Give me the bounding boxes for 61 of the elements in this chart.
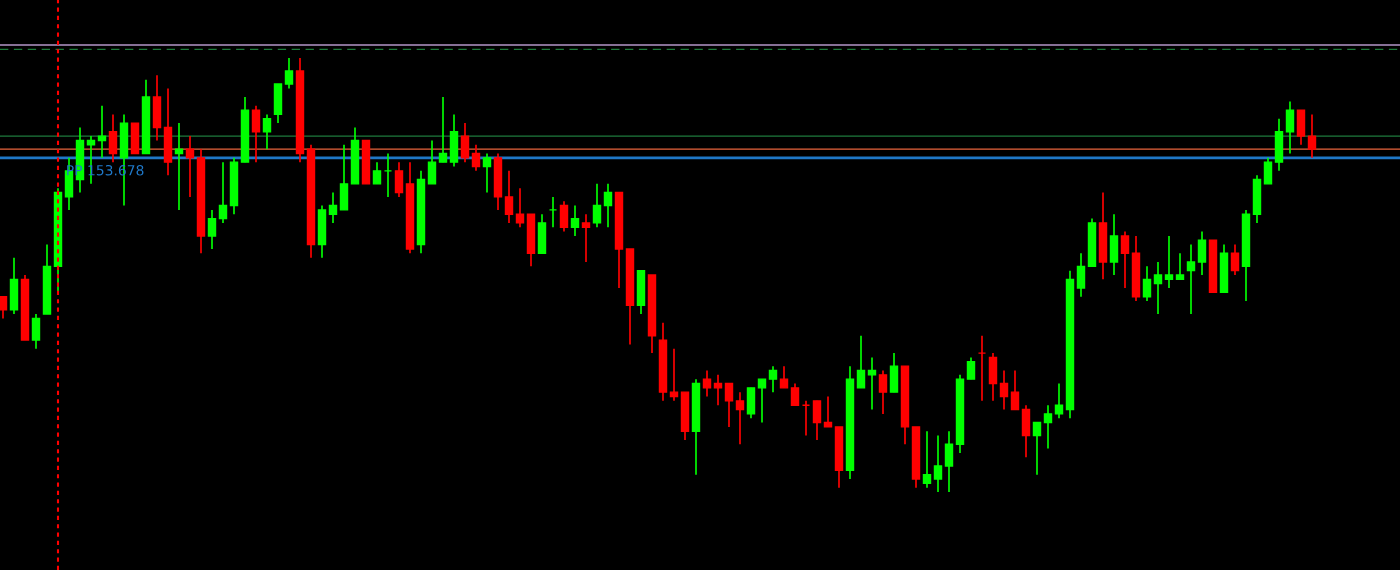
candlestick	[207, 209, 217, 250]
candlestick	[570, 204, 580, 237]
candlestick	[31, 313, 41, 350]
candlestick	[999, 369, 1009, 411]
candlestick	[856, 334, 866, 389]
candlestick	[251, 104, 261, 163]
candlestick	[933, 434, 943, 493]
candlestick	[1197, 230, 1207, 276]
candlestick	[427, 139, 437, 185]
candlestick	[1175, 252, 1185, 281]
candlestick	[603, 183, 613, 229]
candlestick	[592, 183, 602, 229]
candlestick	[1032, 421, 1042, 476]
candlestick	[1153, 261, 1163, 315]
candlestick	[790, 382, 800, 407]
candlestick	[1307, 113, 1317, 159]
candlestick	[768, 365, 778, 394]
candlestick	[559, 200, 569, 233]
candlestick	[735, 391, 745, 446]
candlestick	[482, 152, 492, 194]
candlestick	[471, 143, 481, 172]
candlestick	[174, 122, 184, 211]
candlestick	[108, 113, 118, 163]
candlestick	[97, 104, 107, 159]
candlestick	[1142, 265, 1152, 302]
candlestick	[713, 373, 723, 407]
candlestick	[1285, 100, 1295, 155]
candlestick	[757, 378, 767, 424]
candlestick	[669, 347, 679, 402]
candlestick	[218, 161, 228, 224]
candlestick	[460, 122, 470, 163]
candlestick	[1076, 252, 1086, 298]
candlestick	[1043, 404, 1053, 450]
candlestick	[779, 365, 789, 389]
candlestick	[812, 400, 822, 441]
candlestick	[702, 369, 712, 398]
candlestick	[1164, 235, 1174, 289]
candlestick	[185, 135, 195, 198]
candlestick	[438, 96, 448, 163]
candlestick	[1263, 156, 1273, 185]
candlestick	[922, 430, 932, 489]
candlestick	[515, 187, 525, 229]
candlestick	[581, 213, 591, 263]
candlestick	[262, 113, 272, 150]
candlestick	[823, 395, 833, 428]
candlestick	[724, 382, 734, 428]
candlestick	[1010, 369, 1020, 411]
candlestick	[878, 369, 888, 415]
candlestick	[1054, 382, 1064, 420]
candlestick	[1120, 230, 1130, 289]
candlestick	[867, 356, 877, 411]
candlestick	[504, 170, 514, 224]
candlestick	[944, 430, 954, 493]
candlestick	[394, 161, 404, 198]
candlestick	[284, 57, 294, 90]
candlestick	[328, 191, 338, 224]
candlestick	[0, 295, 8, 320]
candlestick	[1186, 243, 1196, 315]
candlestick	[372, 161, 382, 185]
candlestick	[966, 356, 976, 380]
candlestick	[1230, 243, 1240, 276]
